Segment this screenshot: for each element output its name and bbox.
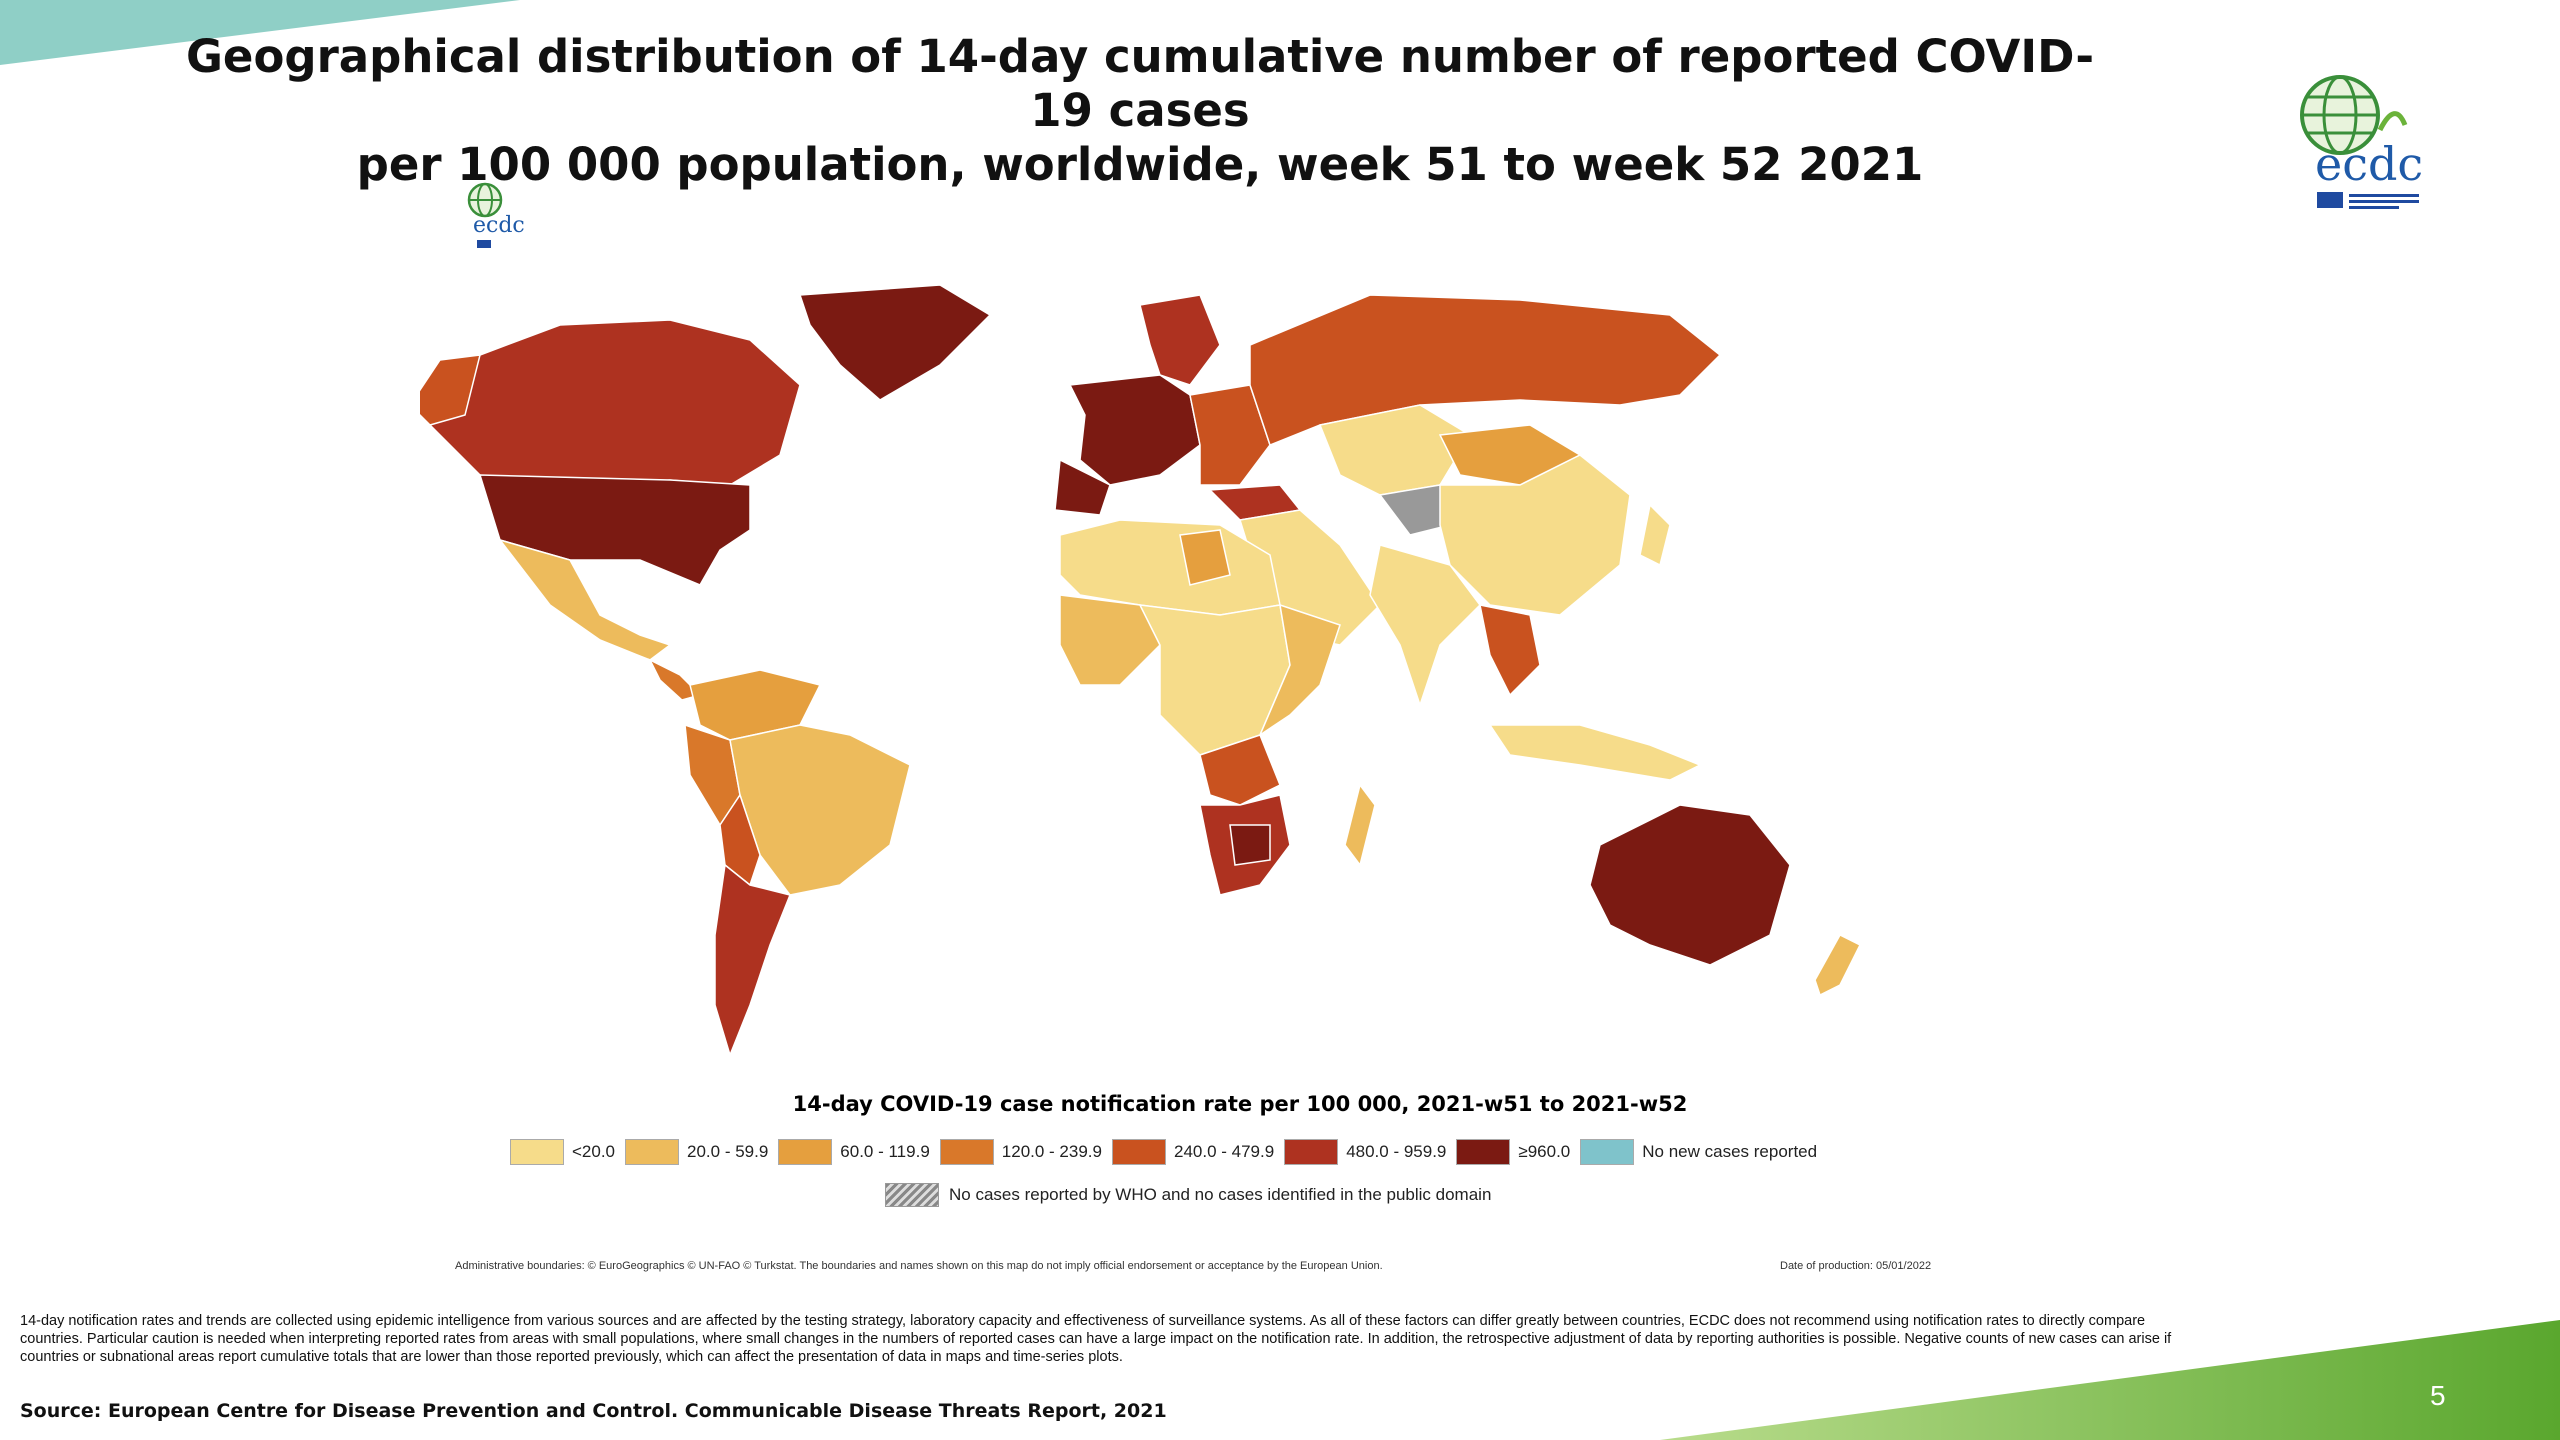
legend-swatch	[1580, 1139, 1635, 1165]
legend: <20.0 20.0 - 59.9 60.0 - 119.9 120.0 - 2…	[510, 1135, 1827, 1169]
region-indonesia	[1488, 724, 1702, 781]
title-line-1: Geographical distribution of 14-day cumu…	[186, 30, 2094, 137]
region-iberia	[1054, 458, 1111, 516]
region-east-africa	[1258, 603, 1341, 738]
legend-item: No new cases reported	[1580, 1139, 1817, 1165]
region-greenland	[798, 285, 992, 401]
bottom-right-accent-stripe	[1660, 1320, 2560, 1440]
region-australia	[1589, 804, 1791, 966]
region-scandinavia	[1139, 294, 1221, 386]
legend-swatch	[939, 1139, 994, 1165]
top-left-accent-stripe	[0, 0, 520, 65]
region-alaska	[420, 354, 481, 426]
legend-swatch	[1111, 1139, 1166, 1165]
page-title: Geographical distribution of 14-day cumu…	[180, 30, 2100, 192]
admin-boundaries-note: Administrative boundaries: © EuroGeograp…	[455, 1260, 1383, 1272]
legend-swatch	[510, 1139, 564, 1165]
region-madagascar	[1344, 783, 1376, 867]
region-china	[1439, 454, 1631, 616]
legend-label: ≥960.0	[1518, 1142, 1571, 1161]
world-map	[420, 285, 1862, 1058]
ecdc-map-logo: ecdc	[467, 182, 525, 248]
legend-item: <20.0	[510, 1139, 615, 1165]
region-russia	[1249, 294, 1722, 446]
legend-label: 20.0 - 59.9	[687, 1142, 769, 1161]
ecdc-logo: ecdc	[2300, 75, 2423, 209]
legend-item: ≥960.0	[1456, 1139, 1570, 1165]
legend-title: 14-day COVID-19 case notification rate p…	[792, 1092, 1688, 1116]
legend-label: 240.0 - 479.9	[1173, 1142, 1275, 1161]
region-mexico	[498, 538, 672, 661]
region-usa	[478, 474, 751, 586]
region-argentina	[714, 863, 792, 1058]
footnote: 14-day notification rates and trends are…	[20, 1313, 2172, 1365]
region-india	[1369, 544, 1481, 708]
hatched-swatch	[885, 1183, 939, 1207]
legend-swatch	[1456, 1139, 1511, 1165]
legend-item: 20.0 - 59.9	[625, 1139, 768, 1165]
source-citation: Source: European Centre for Disease Prev…	[20, 1400, 1167, 1422]
production-date: Date of production: 05/01/2022	[1780, 1260, 1932, 1272]
legend-swatch	[1284, 1139, 1339, 1165]
svg-text:ecdc: ecdc	[473, 213, 525, 238]
legend-label: <20.0	[572, 1142, 616, 1161]
page-number: 5	[2430, 1380, 2446, 1411]
legend-item: 480.0 - 959.9	[1284, 1139, 1446, 1165]
legend-item: 240.0 - 479.9	[1111, 1139, 1275, 1165]
region-southeast-asia	[1479, 604, 1541, 697]
legend-item: 60.0 - 119.9	[778, 1139, 930, 1165]
region-bolivia-paraguay	[719, 793, 761, 887]
legend-label: No new cases reported	[1642, 1142, 1818, 1161]
region-central-africa	[1138, 604, 1291, 756]
legend-label: 480.0 - 959.9	[1346, 1142, 1447, 1161]
svg-text:ecdc: ecdc	[2315, 137, 2423, 191]
legend-hatched: No cases reported by WHO and no cases id…	[885, 1183, 1491, 1207]
region-southern-africa-upper	[1199, 734, 1281, 806]
ecdc-globe-icon	[2300, 75, 2408, 155]
region-brazil	[729, 724, 911, 896]
region-canada	[429, 319, 801, 491]
region-libya	[1179, 529, 1231, 586]
region-western-europe	[1068, 374, 1201, 486]
legend-label: 60.0 - 119.9	[840, 1142, 930, 1161]
title-line-2: per 100 000 population, worldwide, week …	[356, 138, 1924, 191]
region-japan	[1639, 503, 1671, 567]
region-south-africa-core	[1229, 824, 1271, 866]
legend-label: 120.0 - 239.9	[1001, 1142, 1102, 1161]
legend-swatch	[625, 1139, 680, 1165]
region-central-america	[648, 658, 702, 701]
hatched-label: No cases reported by WHO and no cases id…	[949, 1185, 1492, 1204]
legend-swatch	[778, 1139, 833, 1165]
region-new-zealand	[1814, 934, 1862, 997]
legend-item: 120.0 - 239.9	[939, 1139, 1102, 1165]
